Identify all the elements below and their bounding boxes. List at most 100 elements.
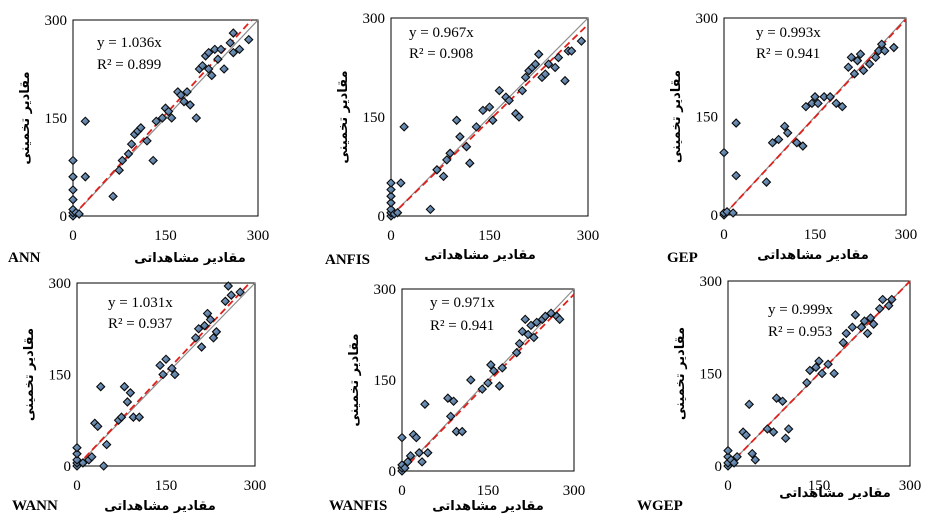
y-axis-label: مقادیر تخمینی (673, 327, 688, 420)
y-axis-label: مقادیر تخمینی (336, 70, 351, 163)
data-point (889, 42, 899, 53)
data-point (68, 185, 78, 195)
data-point (211, 327, 222, 337)
data-point (455, 132, 465, 142)
model-name: WANN (12, 498, 58, 514)
data-point (792, 137, 802, 148)
data-point (125, 388, 136, 398)
data-point (497, 363, 508, 373)
data-point (225, 38, 236, 48)
data-point (761, 177, 772, 187)
data-point (741, 430, 751, 440)
data-point (461, 141, 472, 152)
data-point (445, 148, 455, 159)
data-point (228, 28, 239, 38)
data-point (72, 449, 82, 459)
data-point (511, 347, 522, 358)
data-point (161, 354, 171, 365)
y-axis-label: مقادیر تخمینی (22, 328, 37, 421)
y-tick-label: 300 (49, 276, 72, 292)
data-point (731, 170, 741, 181)
data-point (814, 356, 824, 366)
x-tick-label: 0 (398, 483, 406, 499)
x-tick-label: 0 (387, 228, 395, 244)
regression-equation: y = 0.993x (756, 25, 821, 41)
data-point (155, 360, 165, 371)
data-point (874, 303, 885, 314)
data-point (838, 337, 849, 348)
regression-equation: y = 1.031x (108, 295, 173, 311)
data-point (386, 184, 396, 195)
data-point (400, 463, 410, 473)
data-point (219, 64, 229, 74)
data-point (553, 52, 564, 63)
data-point (126, 139, 137, 149)
data-point (879, 46, 890, 56)
data-point (448, 396, 459, 407)
data-point (849, 69, 860, 79)
data-point (438, 171, 449, 182)
data-point (114, 165, 125, 176)
data-point (779, 121, 790, 132)
scatter-panels: 0 150 300 0 150 300 y = 1.036x R² = 0.899 ANN مقا… (8, 11, 921, 514)
data-point (191, 113, 202, 123)
data-point (101, 439, 112, 450)
data-point (768, 427, 779, 437)
data-point (762, 424, 773, 434)
data-point (852, 55, 863, 66)
data-point (386, 191, 396, 201)
data-point (831, 98, 842, 109)
data-point (858, 65, 869, 76)
r-squared-label: R² = 0.941 (430, 318, 494, 334)
data-point (477, 384, 488, 394)
y-tick-label: 0 (715, 459, 723, 475)
data-point (193, 323, 204, 334)
data-point (767, 137, 778, 148)
panel-gep: 0 150 300 0 150 300 y = 0.993x R² = 0.941 GEP مقا… (667, 11, 917, 266)
data-point (197, 60, 208, 71)
data-point (859, 316, 870, 326)
panel-ann: 0 150 300 0 150 300 y = 1.036x R² = 0.899 ANN مقا… (8, 13, 269, 266)
data-point (167, 363, 177, 374)
data-point (843, 62, 854, 73)
y-tick-label: 0 (378, 209, 386, 225)
data-point (235, 287, 245, 297)
data-point (176, 90, 186, 100)
plot-frame (401, 288, 575, 472)
data-point (514, 338, 525, 349)
data-point (166, 113, 177, 123)
data-point (801, 101, 811, 112)
data-point (566, 46, 577, 56)
data-point (234, 44, 245, 55)
y-tick-label: 0 (64, 459, 72, 475)
x-tick-label: 150 (804, 227, 827, 243)
data-point (520, 72, 531, 83)
data-point (202, 308, 213, 319)
data-point (420, 399, 430, 410)
x-tick-label: 0 (69, 228, 77, 244)
data-point (823, 359, 833, 370)
data-point (488, 366, 499, 376)
data-point (108, 191, 118, 202)
data-point (136, 123, 146, 133)
panel-anfis: 0 150 300 0 150 300 y = 0.967x R² = 0.908 ANFIS م… (325, 11, 599, 268)
data-point (123, 149, 134, 159)
data-point (855, 49, 866, 59)
x-axis-label: مقادیر مشاهداتی (432, 499, 544, 514)
y-tick-label: 150 (374, 373, 397, 389)
data-point (520, 314, 531, 325)
data-point (190, 333, 201, 343)
data-point (196, 342, 207, 352)
panel-wanfis: 0 150 300 0 150 300 y = 0.971x R² = 0.941 WANFIS… (329, 282, 585, 514)
data-point (117, 155, 128, 166)
data-point (829, 368, 839, 379)
data-point (865, 313, 876, 323)
data-point (560, 75, 570, 86)
data-point (805, 365, 815, 376)
data-point (486, 360, 496, 370)
x-tick-label: 300 (577, 228, 600, 244)
x-axis-label: مقادیر مشاهداتی (757, 248, 869, 263)
data-point (386, 178, 396, 188)
data-point (798, 141, 808, 151)
